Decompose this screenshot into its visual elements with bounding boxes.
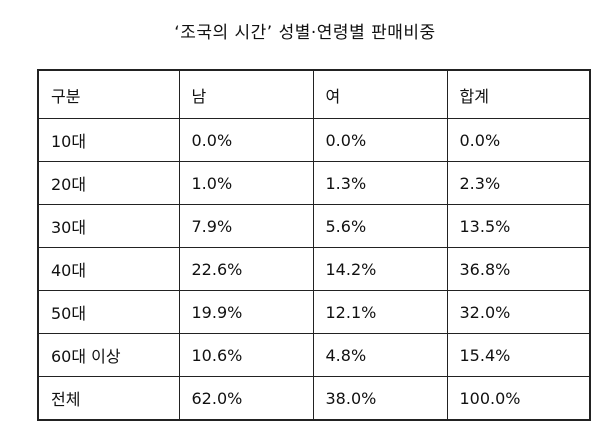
total-share-cell: 0.0% xyxy=(446,118,591,162)
row-label-cell: 전체 xyxy=(37,376,180,421)
table-row-total: 전체 62.0% 38.0% 100.0% xyxy=(37,376,591,421)
column-header-male: 남 xyxy=(178,69,314,119)
male-share-cell: 7.9% xyxy=(178,204,314,248)
total-share-cell: 36.8% xyxy=(446,247,591,291)
row-label-cell: 30대 xyxy=(37,204,180,248)
table-row: 30대 7.9% 5.6% 13.5% xyxy=(37,204,591,248)
total-share-cell: 13.5% xyxy=(446,204,591,248)
female-share-cell: 1.3% xyxy=(312,161,448,205)
table-row: 50대 19.9% 12.1% 32.0% xyxy=(37,290,591,334)
page-title: ‘조국의 시간’ 성별·연령별 판매비중 xyxy=(174,23,436,43)
total-share-cell: 100.0% xyxy=(446,376,591,421)
sales-share-table: 구분 남 여 합계 10대 0.0% 0.0% 0.0% 20대 1.0% 1.… xyxy=(37,69,591,421)
male-share-cell: 10.6% xyxy=(178,333,314,377)
male-share-cell: 1.0% xyxy=(178,161,314,205)
total-share-cell: 2.3% xyxy=(446,161,591,205)
column-header-total: 합계 xyxy=(446,69,591,119)
total-share-cell: 32.0% xyxy=(446,290,591,334)
female-share-cell: 0.0% xyxy=(312,118,448,162)
table-header-row: 구분 남 여 합계 xyxy=(37,69,591,119)
row-label-cell: 20대 xyxy=(37,161,180,205)
female-share-cell: 12.1% xyxy=(312,290,448,334)
table-row: 10대 0.0% 0.0% 0.0% xyxy=(37,118,591,162)
male-share-cell: 62.0% xyxy=(178,376,314,421)
female-share-cell: 4.8% xyxy=(312,333,448,377)
male-share-cell: 22.6% xyxy=(178,247,314,291)
column-header-female: 여 xyxy=(312,69,448,119)
total-share-cell: 15.4% xyxy=(446,333,591,377)
female-share-cell: 14.2% xyxy=(312,247,448,291)
row-label-cell: 10대 xyxy=(37,118,180,162)
female-share-cell: 5.6% xyxy=(312,204,448,248)
row-label-cell: 60대 이상 xyxy=(37,333,180,377)
table-row: 60대 이상 10.6% 4.8% 15.4% xyxy=(37,333,591,377)
row-label-cell: 40대 xyxy=(37,247,180,291)
table-row: 20대 1.0% 1.3% 2.3% xyxy=(37,161,591,205)
female-share-cell: 38.0% xyxy=(312,376,448,421)
column-header-category: 구분 xyxy=(37,69,180,119)
male-share-cell: 19.9% xyxy=(178,290,314,334)
male-share-cell: 0.0% xyxy=(178,118,314,162)
table-row: 40대 22.6% 14.2% 36.8% xyxy=(37,247,591,291)
row-label-cell: 50대 xyxy=(37,290,180,334)
